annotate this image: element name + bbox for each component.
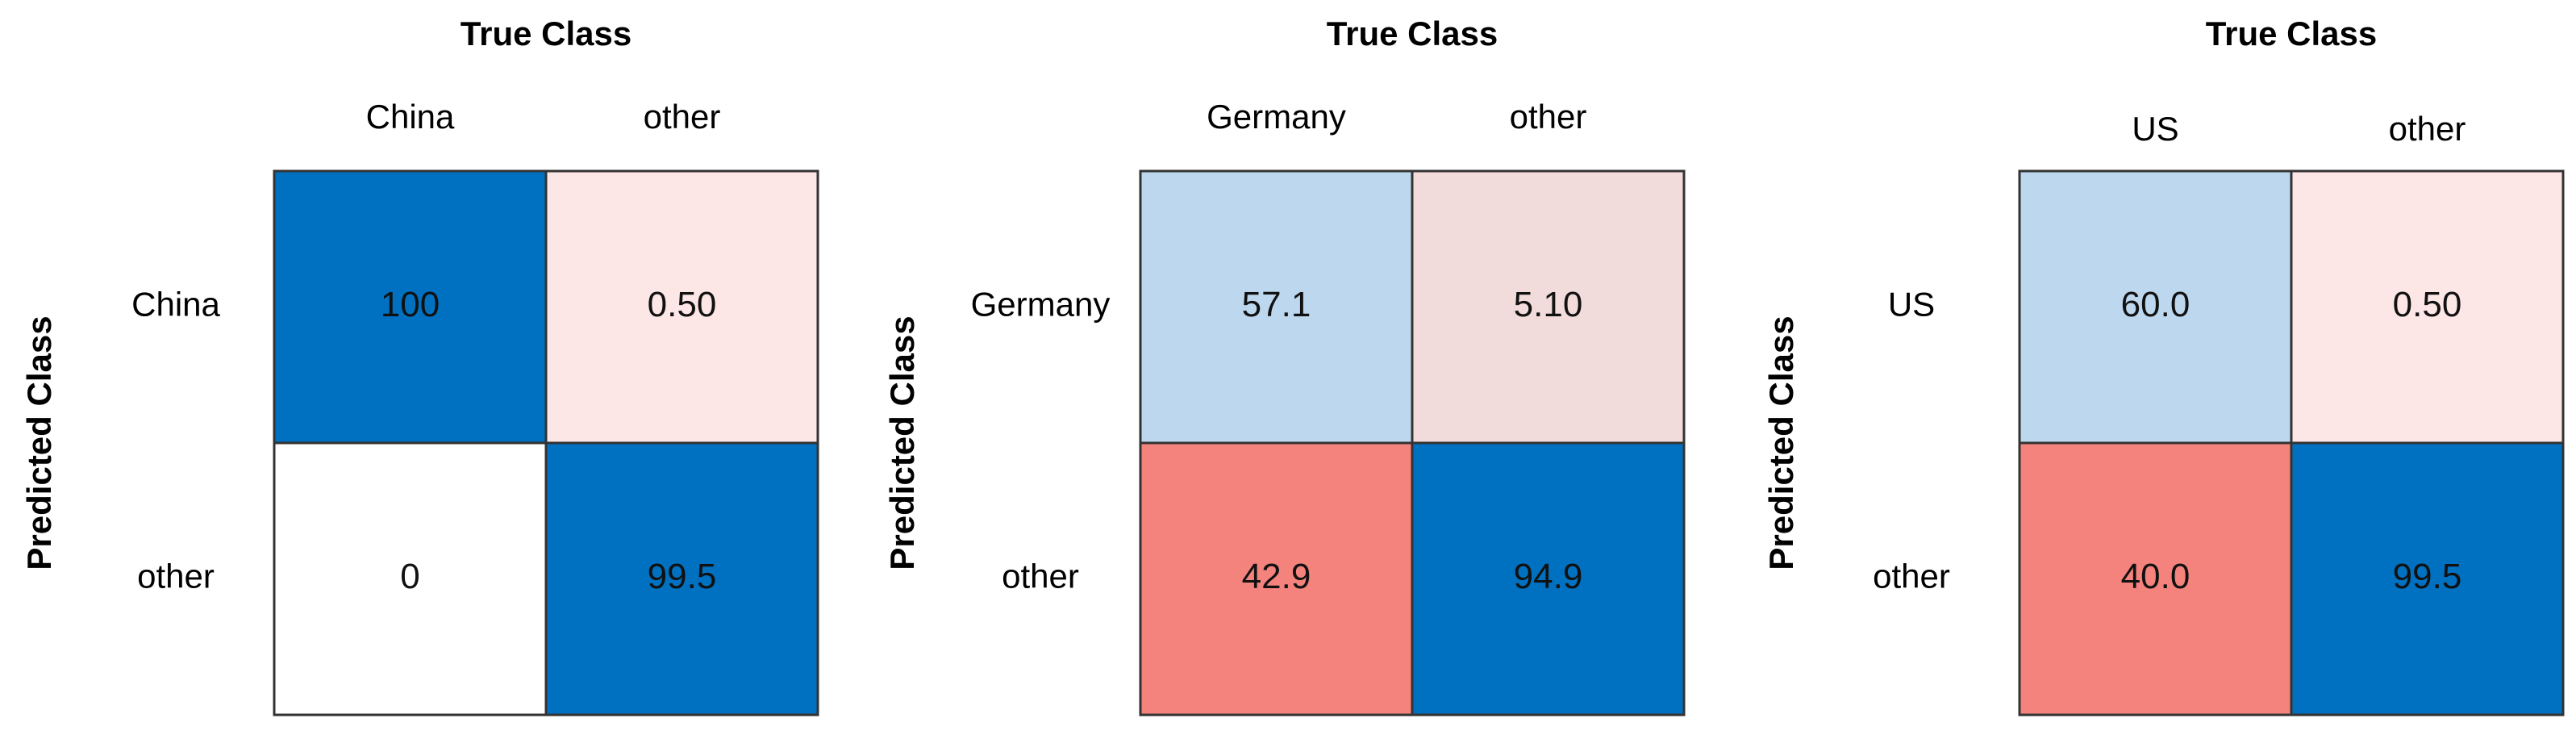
matrix-cell	[2290, 169, 2565, 445]
column-tick-label: other	[644, 98, 721, 136]
matrix-cell	[1411, 169, 1686, 445]
column-tick-label: US	[2132, 110, 2178, 148]
row-tick-label: Germany	[971, 286, 1111, 324]
cell-value-label: 99.5	[2393, 557, 2462, 596]
y-axis-label: Predicted Class	[20, 315, 58, 570]
cell-value-label: 99.5	[648, 557, 717, 596]
matrix-cell	[2018, 441, 2293, 716]
column-tick-label: China	[366, 98, 455, 136]
cell-value-label: 40.0	[2121, 557, 2190, 596]
row-tick-label: other	[137, 558, 215, 595]
row-tick-label: US	[1888, 286, 1935, 324]
cell-value-label: 0.50	[648, 285, 717, 324]
y-axis-label: Predicted Class	[883, 315, 921, 570]
cell-value-label: 5.10	[1514, 285, 1583, 324]
matrix-cell	[1411, 441, 1686, 716]
column-tick-label: other	[2389, 110, 2466, 148]
cell-value-label: 94.9	[1514, 557, 1583, 596]
cell-value-label: 57.1	[1242, 285, 1311, 324]
y-axis-label: Predicted Class	[1762, 315, 1800, 570]
cell-value-label: 42.9	[1242, 557, 1311, 596]
x-axis-label: True Class	[2206, 15, 2377, 52]
column-tick-label: Germany	[1207, 98, 1346, 136]
matrix-cell	[273, 169, 548, 445]
matrix-border	[2018, 169, 2565, 716]
matrix-cell	[273, 441, 548, 716]
matrix-cell	[544, 169, 819, 445]
cell-value-label: 0	[400, 557, 419, 596]
cell-value-label: 60.0	[2121, 285, 2190, 324]
row-tick-label: China	[131, 286, 220, 324]
cell-value-label: 100	[381, 285, 440, 324]
x-axis-label: True Class	[1327, 15, 1498, 52]
matrix-border	[273, 169, 819, 716]
row-tick-label: other	[1873, 558, 1950, 595]
x-axis-label: True Class	[461, 15, 631, 52]
row-tick-label: other	[1002, 558, 1079, 595]
matrix-border	[1139, 169, 1686, 716]
column-tick-label: other	[1510, 98, 1587, 136]
matrix-cell	[2018, 169, 2293, 445]
matrix-cell	[2290, 441, 2565, 716]
matrix-cell	[544, 441, 819, 716]
cell-value-label: 0.50	[2393, 285, 2462, 324]
